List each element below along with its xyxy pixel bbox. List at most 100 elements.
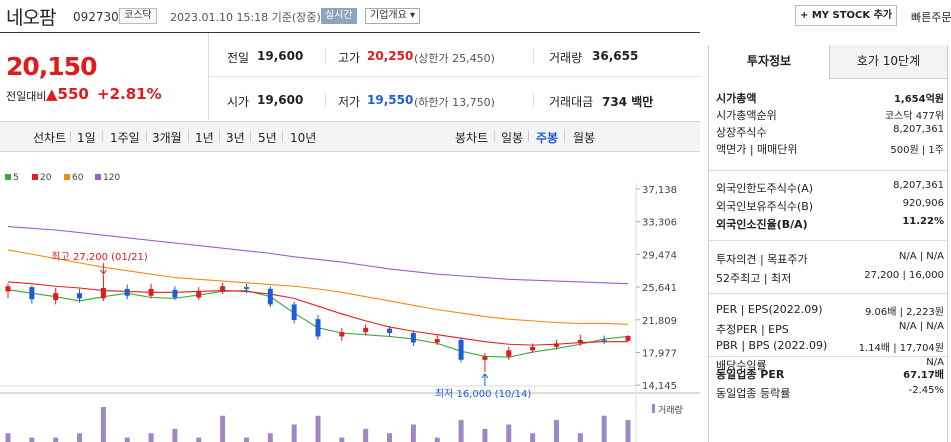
y-tick-label: 14,145 xyxy=(642,381,677,392)
valuation-row: 추정PER | EPS N/A | N/A xyxy=(716,321,944,338)
candle-body xyxy=(553,343,559,347)
valuation-row-value: 9.06배 | 2,223원 xyxy=(864,307,944,318)
company-info-dropdown[interactable]: 기업개요 ▾ xyxy=(365,8,420,24)
valuation-row-value: N/A xyxy=(926,357,944,368)
valuation-row-label: 배당수익률 xyxy=(716,359,767,372)
open-label: 시가 xyxy=(227,95,250,109)
market-cap-row-label: 액면가 | 매매단위 xyxy=(716,143,798,156)
valuation-row-label: 추정PER | EPS xyxy=(716,323,789,336)
market-cap-row: 액면가 | 매매단위 500원 | 1주 xyxy=(716,141,944,158)
candle-body xyxy=(29,287,35,300)
valuation-row-value: 1.14배 | 17,704원 xyxy=(858,343,944,354)
legend-ma20-label: 20 xyxy=(40,173,52,183)
tab-order-book[interactable]: 호가 10단계 xyxy=(830,45,947,79)
market-cap-row-value: 500원 | 1주 xyxy=(890,145,944,156)
volume-bar xyxy=(601,415,607,442)
candle-body xyxy=(53,293,59,301)
opinion-row-label: 52주최고 | 최저 xyxy=(716,272,792,285)
realtime-button[interactable]: 실시간 xyxy=(321,8,357,24)
candle-body xyxy=(577,339,583,344)
high-marker-head xyxy=(99,269,107,275)
market-cap-row-label: 시가총액순위 xyxy=(716,109,777,122)
chart-tab-bar xyxy=(0,121,700,152)
candle-body xyxy=(5,286,11,292)
legend-ma60-label: 60 xyxy=(72,173,84,183)
tab-divider xyxy=(564,131,565,142)
tab-invest-info[interactable]: 투자정보 xyxy=(709,45,830,79)
tab-daily[interactable]: 일봉 xyxy=(501,131,524,145)
foreign-row: 외국인소진율(B/A) 11.22% xyxy=(716,216,944,233)
foreign-row-label: 외국인소진율(B/A) xyxy=(716,218,808,231)
low-marker-head xyxy=(481,373,489,379)
legend-ma20: 20 xyxy=(32,173,51,183)
candle-body xyxy=(625,336,631,341)
tab-weekly[interactable]: 주봉 xyxy=(536,131,559,145)
industry-row-value: 67.17배 xyxy=(903,370,944,381)
low-value: 19,550 xyxy=(367,93,414,107)
price-chart: 37,138 33,306 29,474 25,641 21,809 17,977 14,1… xyxy=(0,183,700,442)
invest-divider xyxy=(709,240,947,241)
volume-bar xyxy=(100,407,106,442)
lower-limit: (하한가 13,750) xyxy=(414,96,495,109)
header-divider xyxy=(0,32,700,33)
volume-label: 거래량 xyxy=(549,51,583,65)
cell-separator xyxy=(325,49,326,63)
foreign-row: 외국인한도주식수(A) 8,207,361 xyxy=(716,180,944,197)
foreign-row-label: 외국인한도주식수(A) xyxy=(716,182,814,195)
tab-3m[interactable]: 3개월 xyxy=(152,131,182,145)
tab-10y[interactable]: 10년 xyxy=(290,131,317,145)
current-price: 20,150 xyxy=(6,52,97,81)
industry-row-label: 동일업종 등락률 xyxy=(716,387,791,400)
candle-body xyxy=(124,288,130,296)
valuation-row: PBR | BPS (2022.09) 1.14배 | 17,704원 xyxy=(716,339,944,356)
volume-bar xyxy=(291,424,297,442)
market-cap-row: 상장주식수 8,207,361 xyxy=(716,124,944,141)
volume-bar xyxy=(5,433,11,442)
foreign-row-value: 8,207,361 xyxy=(893,180,944,191)
market-cap-row: 시가총액 1,654억원 xyxy=(716,90,944,107)
upper-limit: (상한가 25,450) xyxy=(414,52,495,65)
valuation-row-label: PBR | BPS (2022.09) xyxy=(716,339,828,352)
candle-body xyxy=(100,287,106,299)
foreign-row: 외국인보유주식수(B) 920,906 xyxy=(716,198,944,215)
volume-bar xyxy=(77,433,83,442)
volume-bar xyxy=(363,428,369,442)
tab-5y[interactable]: 5년 xyxy=(258,131,277,145)
market-cap-row: 시가총액순위 코스닥 477위 xyxy=(716,107,944,124)
volume-bar xyxy=(530,433,536,442)
valuation-row-label: PER | EPS(2022.09) xyxy=(716,303,823,316)
tab-3y[interactable]: 3년 xyxy=(226,131,245,145)
tab-1y[interactable]: 1년 xyxy=(195,131,214,145)
valuation-row: 배당수익률 N/A xyxy=(716,357,944,374)
price-change: ▲550 xyxy=(46,85,89,103)
y-tick-label: 33,306 xyxy=(642,218,677,229)
tab-divider xyxy=(188,131,189,142)
volume-bar xyxy=(387,433,393,442)
market-cap-row-value: 8,207,361 xyxy=(893,124,944,135)
industry-row-value: -2.45% xyxy=(908,385,944,396)
ma120-line xyxy=(7,225,629,285)
cell-separator xyxy=(325,93,326,107)
tab-divider xyxy=(282,131,283,142)
opinion-row-value: N/A | N/A xyxy=(898,251,944,262)
quick-order-link[interactable]: 빠른주문 xyxy=(911,11,951,24)
candle-body xyxy=(387,328,393,333)
volume-bar xyxy=(434,437,440,442)
tab-1w[interactable]: 1주일 xyxy=(110,131,140,145)
candle-body xyxy=(267,288,273,305)
market-cap-row-value: 1,654억원 xyxy=(893,94,944,105)
foreign-row-value: 11.22% xyxy=(902,216,944,227)
cell-separator xyxy=(533,93,534,107)
candle-body xyxy=(339,332,345,337)
volume-bar xyxy=(410,424,416,442)
y-tick-label: 25,641 xyxy=(642,283,677,294)
legend-ma60: 60 xyxy=(64,173,83,183)
add-mystock-button[interactable]: + MY STOCK 추가 xyxy=(795,5,897,26)
y-tick-label: 37,138 xyxy=(642,185,677,196)
candle-body xyxy=(243,287,249,289)
low-annotation: 최저 16,000 (10/14) xyxy=(435,388,531,400)
tab-1d[interactable]: 1일 xyxy=(77,131,96,145)
change-label: 전일대비 xyxy=(6,90,47,103)
tab-monthly[interactable]: 월봉 xyxy=(573,131,596,145)
prev-close-label: 전일 xyxy=(227,51,250,65)
